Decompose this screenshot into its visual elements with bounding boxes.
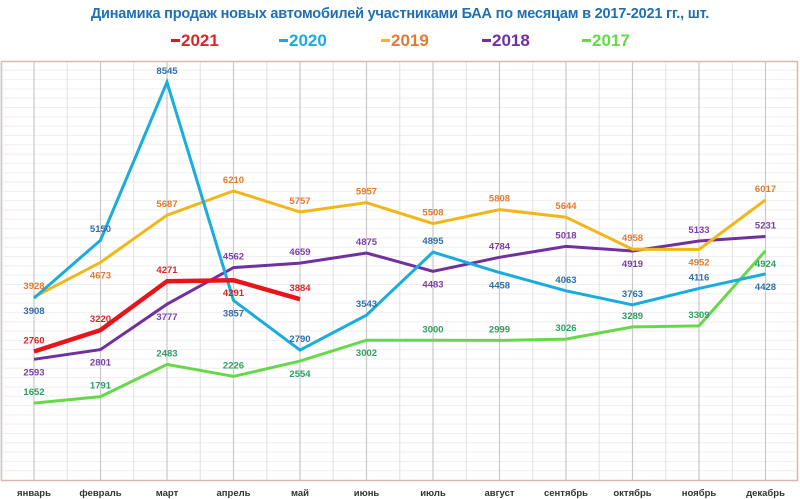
data-label-2018: 4483 bbox=[422, 279, 443, 290]
data-label-2017: 2483 bbox=[156, 348, 177, 359]
data-label-2020: 5150 bbox=[90, 224, 111, 235]
data-label-2020: 4428 bbox=[755, 282, 776, 293]
data-label-2017: 2999 bbox=[489, 324, 510, 335]
chart-legend: 2021 2020 2019 2018 2017 bbox=[0, 31, 800, 55]
data-label-2019: 6017 bbox=[755, 184, 776, 195]
chart-title: Динамика продаж новых автомобилей участн… bbox=[90, 6, 710, 22]
legend-swatch-2017 bbox=[582, 39, 591, 43]
legend-label-2018: 2018 bbox=[492, 31, 530, 50]
data-label-2020: 8545 bbox=[156, 66, 178, 77]
series-line-2017 bbox=[33, 249, 767, 405]
data-label-2020: 2790 bbox=[289, 334, 310, 345]
legend-swatch-2019 bbox=[381, 39, 390, 43]
data-label-2018: 2593 bbox=[23, 367, 44, 378]
x-tick-label: декабрь bbox=[746, 488, 785, 499]
series-lines bbox=[33, 77, 767, 405]
data-label-2018: 3777 bbox=[156, 312, 177, 323]
data-label-2019: 5644 bbox=[555, 201, 577, 212]
x-tick-label: июль bbox=[420, 488, 446, 499]
data-label-2018: 4919 bbox=[622, 259, 643, 270]
data-label-2019: 5508 bbox=[422, 208, 443, 219]
x-tick-label: март bbox=[156, 488, 179, 499]
data-label-2017: 2554 bbox=[289, 369, 311, 380]
legend-swatch-2021 bbox=[171, 39, 180, 43]
data-label-2021: 4291 bbox=[223, 288, 245, 299]
data-label-2019: 4673 bbox=[90, 270, 111, 281]
data-label-2017: 3309 bbox=[688, 310, 709, 321]
data-label-2020: 3857 bbox=[223, 308, 244, 319]
data-label-2017: 4924 bbox=[755, 259, 777, 270]
series-line-2019 bbox=[33, 189, 767, 299]
x-tick-label: август bbox=[484, 488, 514, 499]
legend-item-2019: 2019 bbox=[381, 31, 429, 51]
data-label-2018: 2801 bbox=[90, 358, 112, 369]
legend-item-2021: 2021 bbox=[171, 31, 219, 51]
data-label-2020: 4116 bbox=[689, 272, 710, 283]
data-label-2021: 4271 bbox=[156, 265, 178, 276]
data-label-2017: 3000 bbox=[422, 324, 443, 335]
legend-label-2020: 2020 bbox=[289, 31, 327, 50]
data-label-2021: 3220 bbox=[90, 314, 111, 325]
legend-label-2017: 2017 bbox=[592, 31, 630, 50]
data-label-2018: 4875 bbox=[356, 237, 378, 248]
legend-item-2017: 2017 bbox=[582, 31, 630, 51]
data-label-2020: 3763 bbox=[622, 289, 643, 300]
series-line-2020 bbox=[33, 77, 766, 352]
data-label-2018: 4659 bbox=[289, 247, 310, 258]
data-label-2019: 6210 bbox=[223, 175, 244, 186]
data-label-2020: 4063 bbox=[555, 275, 576, 286]
data-label-2020: 4458 bbox=[489, 280, 510, 291]
data-label-2019: 4952 bbox=[688, 257, 709, 268]
data-label-2018: 5018 bbox=[555, 230, 576, 241]
data-label-2019: 5687 bbox=[156, 199, 177, 210]
series-line-2021 bbox=[33, 277, 301, 354]
data-label-2017: 1652 bbox=[23, 387, 44, 398]
data-label-2020: 3908 bbox=[23, 306, 44, 317]
x-tick-label: май bbox=[291, 488, 309, 499]
legend-swatch-2020 bbox=[279, 39, 288, 43]
x-tick-label: июнь bbox=[354, 488, 380, 499]
legend-item-2020: 2020 bbox=[279, 31, 327, 51]
x-tick-label: сентябрь bbox=[544, 488, 588, 499]
data-label-2018: 4562 bbox=[223, 252, 244, 263]
data-label-2018: 5133 bbox=[688, 225, 709, 236]
data-label-2017: 3026 bbox=[555, 323, 576, 334]
data-label-2018: 4784 bbox=[489, 241, 511, 252]
data-label-2017: 1791 bbox=[90, 381, 112, 392]
data-label-2019: 3928 bbox=[23, 281, 44, 292]
data-label-2017: 3289 bbox=[622, 311, 643, 322]
x-tick-label: октябрь bbox=[613, 488, 651, 499]
x-tick-label: апрель bbox=[217, 488, 251, 499]
legend-label-2021: 2021 bbox=[181, 31, 219, 50]
data-label-2020: 3543 bbox=[356, 299, 377, 310]
legend-label-2019: 2019 bbox=[391, 31, 429, 50]
x-tick-label: ноябрь bbox=[682, 488, 717, 499]
data-label-2017: 2226 bbox=[223, 360, 244, 371]
data-label-2021: 3884 bbox=[289, 283, 311, 294]
legend-item-2018: 2018 bbox=[482, 31, 530, 51]
x-tick-label: январь bbox=[17, 488, 51, 499]
data-label-2019: 4958 bbox=[622, 233, 643, 244]
data-label-2019: 5808 bbox=[489, 194, 510, 205]
data-labels: 1652 1791 2483 2226 2554 3002 3000 2999 3026 3289… bbox=[23, 66, 776, 398]
legend-swatch-2018 bbox=[482, 39, 491, 43]
data-label-2019: 5957 bbox=[356, 187, 377, 198]
data-label-2018: 5231 bbox=[755, 220, 777, 231]
data-label-2021: 2760 bbox=[23, 336, 44, 347]
x-tick-label: февраль bbox=[79, 488, 121, 499]
data-label-2019: 5757 bbox=[289, 196, 310, 207]
data-label-2020: 4895 bbox=[422, 236, 444, 247]
x-axis-labels: январь февраль март апрель май июнь июль август… bbox=[17, 488, 785, 499]
data-label-2017: 3002 bbox=[356, 348, 377, 359]
